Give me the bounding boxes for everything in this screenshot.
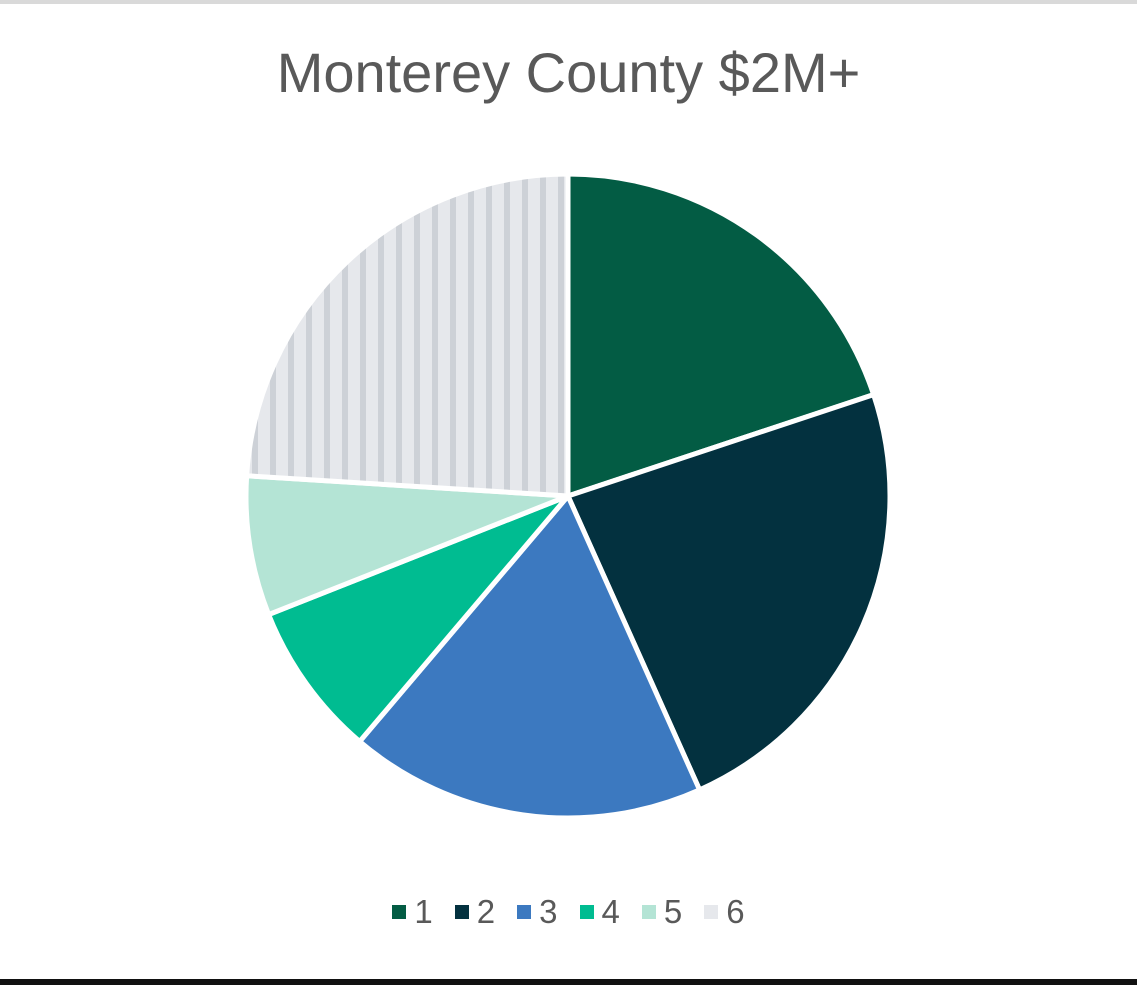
legend-swatch-3	[517, 905, 532, 919]
legend-label-5: 5	[663, 893, 683, 930]
legend-swatch-2	[454, 905, 469, 919]
legend-item-3: 3	[517, 893, 558, 931]
legend-label-1: 1	[414, 893, 433, 930]
legend-item-4: 4	[579, 893, 620, 931]
legend-swatch-4	[579, 905, 594, 919]
pie-slice-6	[244, 171, 571, 499]
legend-item-1: 1	[392, 893, 433, 931]
legend-item-2: 2	[454, 893, 496, 931]
legend-label-4: 4	[601, 893, 620, 930]
legend: 1 2 3 4 5 6	[0, 890, 1137, 934]
pie-slice-1	[565, 171, 877, 499]
legend-label-2: 2	[476, 893, 496, 930]
legend-item-5: 5	[641, 893, 683, 931]
pie-slice-5	[243, 473, 571, 618]
chart-title: Monterey County $2M+	[276, 41, 861, 104]
legend-label-3: 3	[539, 893, 558, 930]
legend-label-6: 6	[726, 893, 745, 930]
legend-swatch-5	[641, 905, 656, 919]
bottom-border	[0, 979, 1137, 985]
pie-slice-4	[266, 493, 571, 745]
top-border	[0, 0, 1137, 4]
pie-slice-3	[357, 493, 703, 821]
legend-item-6: 6	[704, 893, 745, 931]
pie-slices	[243, 171, 893, 821]
legend-swatch-6	[704, 905, 719, 919]
legend-swatch-1	[392, 905, 407, 919]
pie-slice-2	[565, 392, 893, 793]
